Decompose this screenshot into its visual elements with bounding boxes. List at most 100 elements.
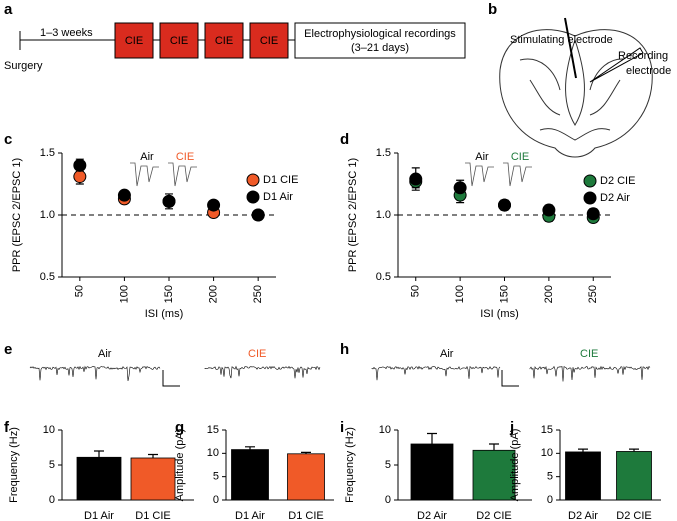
data-point [162, 194, 176, 208]
treatment-boxes: CIE CIE CIE CIE [114, 22, 289, 59]
legend-label: D2 Air [600, 192, 630, 204]
panel-letter: h [340, 341, 349, 358]
y-tick-label: 0 [547, 494, 553, 506]
x-tick-label: 150 [163, 285, 175, 303]
electrode-label: electrode [626, 65, 671, 77]
y-tick-label: 10 [43, 424, 55, 436]
trace [529, 365, 651, 382]
x-tick-label: D2 Air [417, 510, 447, 521]
legend-marker [583, 191, 597, 205]
panel-letter: f [4, 419, 10, 436]
legend-marker [246, 190, 260, 204]
x-tick-label: D1 Air [235, 510, 265, 521]
timeline-interval: 1–3 weeks [40, 27, 93, 39]
treatment-box [204, 22, 244, 59]
x-tick-label: 50 [410, 285, 422, 297]
bar [616, 451, 652, 501]
error-bar [148, 453, 158, 458]
recording-box [294, 22, 466, 59]
traces [29, 365, 651, 382]
x-tick-label: D2 CIE [476, 510, 511, 521]
y-tick-label: 1.0 [376, 209, 391, 221]
y-tick-label: 5 [547, 471, 553, 483]
trace-label: CIE [580, 348, 598, 360]
stimulating-electrode [564, 17, 577, 79]
data-point [498, 198, 511, 212]
panel-letter: a [4, 1, 13, 18]
treatment-label: CIE [215, 35, 233, 47]
y-tick-label: 5 [385, 459, 391, 471]
inset-label: Air [475, 151, 489, 163]
data-point [207, 198, 221, 212]
y-tick-label: 0 [385, 494, 391, 506]
chart: i 0 5 10 Frequency (Hz) D2 Air D2 CIE [340, 419, 532, 521]
y-axis-label: PPR (EPSC 2/EPSC 1) [347, 158, 359, 272]
data-point [586, 207, 600, 221]
recording-label: (3–21 days) [351, 42, 409, 54]
data-point [542, 203, 556, 217]
data-point [73, 170, 87, 184]
legend-label: D1 CIE [263, 174, 298, 186]
panel-letter: j [509, 419, 514, 436]
trace [204, 365, 321, 379]
x-tick-label: D1 CIE [288, 510, 323, 521]
electrode-label: Recording [618, 50, 668, 62]
y-tick-label: 1.5 [40, 147, 55, 159]
chart: d 0.5 1.0 1.5 50 100 150 200 250 ISI (ms) PPR (EPS… [340, 131, 635, 320]
trace-label: CIE [248, 348, 266, 360]
treatment-label: CIE [125, 35, 143, 47]
y-tick-label: 0 [49, 494, 55, 506]
treatment-label: CIE [260, 35, 278, 47]
data-point [453, 181, 467, 195]
x-tick-label: 100 [454, 285, 466, 303]
x-axis-label: ISI (ms) [145, 308, 184, 320]
data-point [251, 208, 265, 222]
treatment-label: CIE [170, 35, 188, 47]
panel-letter: b [488, 1, 497, 18]
x-tick-label: 200 [543, 285, 555, 303]
x-tick-label: D2 CIE [616, 510, 651, 521]
inset-trace [503, 162, 532, 187]
x-tick-label: D1 Air [84, 510, 114, 521]
treatment-box [114, 22, 154, 59]
data-point [409, 172, 423, 186]
brain-section [499, 29, 653, 158]
y-tick-label: 0.5 [376, 271, 391, 283]
bar [231, 449, 269, 501]
error-bar [578, 448, 588, 452]
chart: j 0 5 10 15 Amplitude (pA) D2 Air D2 CIE [509, 419, 661, 521]
bar [565, 451, 601, 501]
error-bar [94, 450, 104, 458]
bar [287, 453, 325, 501]
recording-label: Electrophysiological recordings [304, 28, 456, 40]
inset-trace [130, 162, 159, 187]
y-axis-label: Frequency (Hz) [8, 427, 20, 503]
scale-bar [162, 370, 180, 387]
trace [371, 365, 501, 381]
inset-label: CIE [176, 151, 194, 163]
legend-label: D2 CIE [600, 175, 635, 187]
y-axis-label: Frequency (Hz) [344, 427, 356, 503]
error-bar [489, 443, 499, 451]
y-axis-label: Amplitude (pA) [509, 429, 521, 502]
chart: c 0.5 1.0 1.5 50 100 150 200 250 ISI (ms) PPR (EPS… [4, 131, 298, 320]
error-bar [427, 432, 437, 444]
inset-label: CIE [511, 151, 529, 163]
panel-letter: c [4, 131, 12, 148]
x-tick-label: 100 [118, 285, 130, 303]
y-tick-label: 10 [541, 447, 553, 459]
panel-letter: g [175, 419, 184, 436]
y-tick-label: 15 [207, 424, 219, 436]
bar [410, 443, 454, 501]
legend-marker [583, 174, 597, 188]
inset-label: Air [140, 151, 154, 163]
inset-trace [465, 162, 494, 187]
x-tick-label: D1 CIE [135, 510, 170, 521]
y-tick-label: 5 [49, 459, 55, 471]
x-tick-label: 200 [207, 285, 219, 303]
y-tick-label: 1.5 [376, 147, 391, 159]
scale-bar [501, 370, 519, 387]
x-tick-label: D2 Air [568, 510, 598, 521]
chart: g 0 5 10 15 Amplitude (pA) D1 Air D1 CIE [174, 419, 334, 521]
